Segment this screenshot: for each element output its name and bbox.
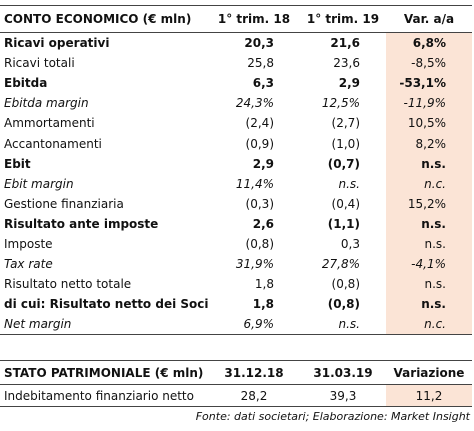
value-cell: n.c. <box>386 173 472 194</box>
value-cell: 12,5% <box>321 96 360 111</box>
value-cell: 2,9 <box>338 76 360 91</box>
label-cell: Ricavi totali <box>4 56 75 71</box>
label-cell: Risultato netto totale <box>4 277 132 292</box>
row: Ebitda 6,3 2,9 -53,1% <box>0 73 472 94</box>
value-cell: 10,5% <box>386 113 472 134</box>
header-cell: Variazione <box>393 365 465 380</box>
value-cell: (1,1) <box>327 216 360 231</box>
row: Ammortamenti (2,4) (2,7) 10,5% <box>0 113 472 134</box>
label-cell: Risultato ante imposte <box>4 216 159 231</box>
label-cell: Tax rate <box>4 257 53 272</box>
label-cell: Ebit margin <box>4 176 74 191</box>
value-cell: 0,3 <box>340 236 360 251</box>
header-cell: 31.12.18 <box>224 365 284 380</box>
label-cell: Ebitda <box>4 76 48 91</box>
value-cell: 21,6 <box>330 36 360 51</box>
row: Ricavi totali 25,8 23,6 -8,5% <box>0 53 472 74</box>
value-cell: 6,9% <box>243 317 275 332</box>
header-cell: 1° trim. 19 <box>306 12 380 26</box>
value-cell: n.c. <box>386 314 472 335</box>
value-cell: (2,7) <box>331 116 360 131</box>
value-cell: 20,3 <box>244 36 274 51</box>
value-cell: n.s. <box>386 233 472 255</box>
value-cell: n.s. <box>386 153 472 174</box>
header-cell: CONTO ECONOMICO (€ mln) <box>4 12 192 26</box>
value-cell: (0,8) <box>327 297 360 312</box>
value-cell: (1,0) <box>331 136 360 151</box>
value-cell: 1,8 <box>254 277 274 292</box>
header-cell: Var. a/a <box>403 12 455 26</box>
value-cell: 2,9 <box>252 156 274 171</box>
label-cell: Accantonamenti <box>4 136 102 151</box>
value-cell: 1,8 <box>252 297 274 312</box>
value-cell: 11,2 <box>386 384 472 407</box>
value-cell: (2,4) <box>245 116 274 131</box>
value-cell: (0,3) <box>245 196 274 211</box>
label-cell: di cui: Risultato netto dei Soci <box>4 297 208 312</box>
row: Accantonamenti (0,9) (1,0) 8,2% <box>0 133 472 154</box>
header-cell: 31.03.19 <box>313 365 373 380</box>
row: Ricavi operativi 20,3 21,6 6,8% <box>0 32 472 54</box>
value-cell: 23,6 <box>333 56 360 71</box>
value-cell: 27,8% <box>321 257 360 272</box>
row: Ebitda margin 24,3% 12,5% -11,9% <box>0 93 472 114</box>
label-cell: Imposte <box>4 236 53 251</box>
value-cell: 8,2% <box>386 133 472 154</box>
value-cell: -53,1% <box>386 73 472 94</box>
row: Gestione finanziaria (0,3) (0,4) 15,2% <box>0 193 472 214</box>
row: Net margin 6,9% n.s. n.c. <box>0 314 472 335</box>
row: Indebitamento finanziario netto 28,2 39,3 1… <box>0 384 472 407</box>
row: Ebit 2,9 (0,7) n.s. <box>0 153 472 174</box>
label-cell: Ricavi operativi <box>4 36 110 51</box>
value-cell: (0,7) <box>327 156 360 171</box>
value-cell: (0,9) <box>245 136 274 151</box>
value-cell: n.s. <box>386 274 472 295</box>
value-cell: (0,4) <box>331 196 360 211</box>
label-cell: Gestione finanziaria <box>4 196 124 211</box>
value-cell: -8,5% <box>386 53 472 74</box>
value-cell: 31,9% <box>235 257 274 272</box>
footer: Fonte: dati societari; Elaborazione: Mar… <box>195 410 470 423</box>
income-table: CONTO ECONOMICO (€ mln) 1° trim. 18 1° tri… <box>0 5 472 336</box>
header-cell: 1° trim. 18 <box>217 12 291 26</box>
label-cell: Indebitamento finanziario netto <box>4 388 194 403</box>
row: Tax rate 31,9% 27,8% -4,1% <box>0 254 472 275</box>
label-cell: Ebitda margin <box>4 96 89 111</box>
value-cell: n.s. <box>386 213 472 234</box>
value-cell: 15,2% <box>386 193 472 214</box>
balance-table: STATO PATRIMONIALE (€ mln) 31.12.18 31.03.… <box>0 360 472 407</box>
row: Risultato netto totale 1,8 (0,8) n.s. <box>0 274 472 295</box>
value-cell: 39,3 <box>329 388 357 403</box>
value-cell: 24,3% <box>235 96 274 111</box>
value-cell: 2,6 <box>252 216 274 231</box>
row: di cui: Risultato netto dei Soci 1,8 (0,8)… <box>0 294 472 315</box>
value-cell: 28,2 <box>240 388 268 403</box>
value-cell: (0,8) <box>331 277 360 292</box>
row: Ebit margin 11,4% n.s. n.c. <box>0 173 472 194</box>
row: Imposte (0,8) 0,3 n.s. <box>0 233 472 255</box>
value-cell: 11,4% <box>235 176 274 191</box>
value-cell: -4,1% <box>386 254 472 275</box>
value-cell: 25,8 <box>247 56 274 71</box>
value-cell: n.s. <box>386 294 472 315</box>
header-cell: STATO PATRIMONIALE (€ mln) <box>4 365 204 380</box>
value-cell: n.s. <box>338 317 361 332</box>
header-row: STATO PATRIMONIALE (€ mln) 31.12.18 31.03.… <box>0 361 472 385</box>
header-row: CONTO ECONOMICO (€ mln) 1° trim. 18 1° tri… <box>0 6 472 33</box>
value-cell: -11,9% <box>386 93 472 114</box>
label-cell: Ammortamenti <box>4 116 95 131</box>
value-cell: 6,3 <box>252 76 274 91</box>
value-cell: n.s. <box>338 176 361 191</box>
value-cell: 6,8% <box>386 32 472 54</box>
label-cell: Net margin <box>4 317 72 332</box>
label-cell: Ebit <box>4 156 31 171</box>
row: Risultato ante imposte 2,6 (1,1) n.s. <box>0 213 472 234</box>
value-cell: (0,8) <box>245 236 274 251</box>
